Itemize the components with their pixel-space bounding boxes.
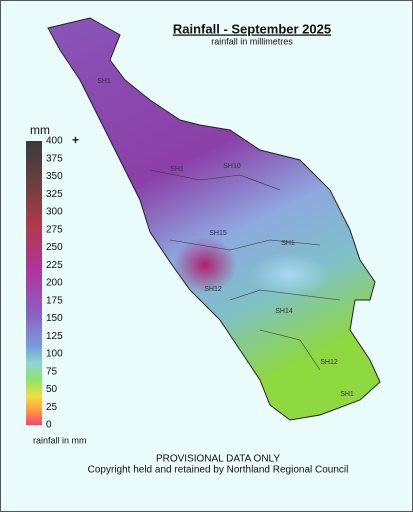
- legend-tick-label: 25: [46, 402, 58, 413]
- legend-tick-label: 225: [46, 260, 63, 271]
- road-label: SH10: [223, 163, 241, 170]
- legend-tick-label: 75: [46, 366, 58, 377]
- legend-tick-label: 325: [46, 189, 63, 200]
- road-label: SH1: [340, 391, 354, 398]
- legend-tick-label: 125: [46, 331, 63, 342]
- legend-tick-label: 175: [46, 295, 63, 306]
- legend-tick-label: 0: [46, 420, 52, 431]
- color-scale: [26, 141, 42, 425]
- land: [47, 17, 381, 421]
- legend-tick-label: 250: [46, 242, 63, 253]
- subtitle: rainfall in millimetres: [211, 36, 293, 46]
- legend-caption: rainfall in mm: [33, 435, 87, 445]
- legend-tick-label: 200: [46, 278, 63, 289]
- legend-tick-label: 50: [46, 384, 58, 395]
- district-boundary: [149, 169, 341, 371]
- footer-note: PROVISIONAL DATA ONLY: [156, 454, 280, 465]
- dry-area: [250, 253, 330, 297]
- legend-tick-label: 100: [46, 349, 63, 360]
- wet-area: [173, 237, 237, 293]
- road-label: SH1: [170, 166, 184, 173]
- footer-copyright: Copyright held and retained by Northland…: [88, 465, 349, 476]
- road-label: SH12: [320, 359, 338, 366]
- legend-tick-label: 375: [46, 153, 63, 164]
- legend-plus: +: [72, 133, 79, 147]
- road-label: SH14: [275, 308, 293, 315]
- legend-tick-label: 300: [46, 207, 63, 218]
- road-label: SH1: [281, 240, 295, 247]
- legend-tick-label: 275: [46, 224, 63, 235]
- legend-tick-label: 150: [46, 313, 63, 324]
- title: Rainfall - September 2025: [173, 21, 331, 36]
- legend-tick-label: 400: [46, 136, 63, 147]
- road-label: SH1: [97, 78, 111, 85]
- road-label: SH15: [209, 230, 227, 237]
- road-label: SH12: [204, 286, 222, 293]
- legend-tick-label: 350: [46, 171, 63, 182]
- legend-unit: mm: [30, 123, 50, 137]
